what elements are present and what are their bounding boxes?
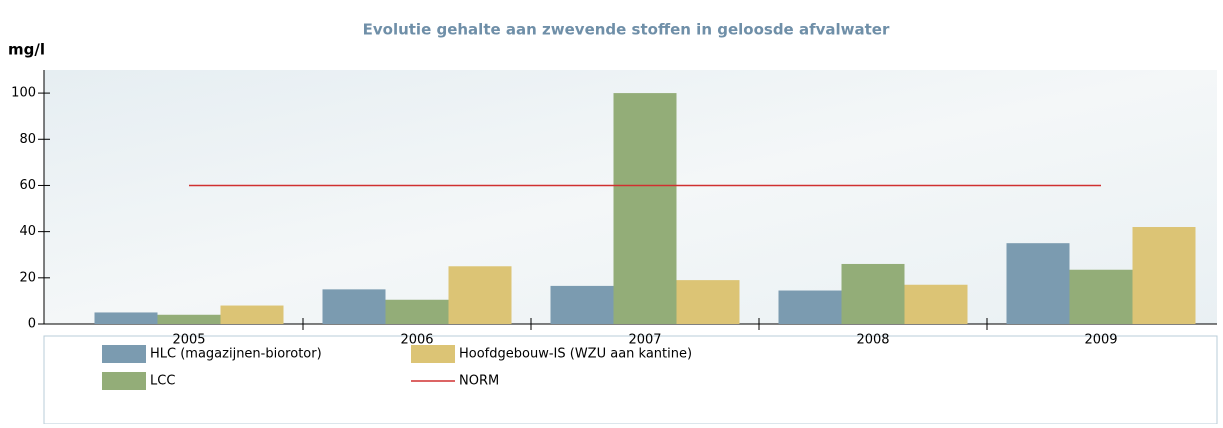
bar — [157, 314, 221, 324]
legend-label: HLC (magazijnen-biorotor) — [150, 347, 322, 362]
bar — [385, 299, 449, 324]
y-tick-label: 40 — [19, 224, 36, 239]
legend-label: NORM — [459, 374, 499, 389]
bar — [778, 290, 842, 324]
bar — [550, 285, 614, 324]
legend-swatch — [102, 372, 146, 390]
y-tick-label: 20 — [19, 270, 36, 285]
x-tick-label: 2005 — [172, 333, 205, 348]
bar — [1132, 227, 1196, 324]
bar — [1006, 243, 1070, 324]
y-tick-label: 60 — [19, 178, 36, 193]
x-tick-label: 2006 — [400, 333, 433, 348]
y-tick-label: 100 — [11, 86, 36, 101]
legend-swatch — [411, 345, 455, 363]
legend-label: Hoofdgebouw-IS (WZU aan kantine) — [459, 347, 692, 362]
legend-box — [43, 335, 1218, 425]
legend-label: LCC — [150, 374, 175, 389]
bar — [841, 263, 905, 324]
bar — [1069, 269, 1133, 324]
bar — [94, 312, 158, 324]
bar — [613, 93, 677, 324]
x-tick-label: 2007 — [628, 333, 661, 348]
x-tick-label: 2008 — [856, 333, 889, 348]
bar — [448, 266, 512, 324]
bar — [676, 280, 740, 324]
bar — [322, 289, 386, 324]
y-axis-title: mg/l — [8, 41, 45, 59]
bar — [904, 284, 968, 324]
y-tick-label: 80 — [19, 132, 36, 147]
legend-swatch — [102, 345, 146, 363]
x-tick-label: 2009 — [1084, 333, 1117, 348]
bar — [220, 305, 284, 324]
y-tick-label: 0 — [28, 317, 36, 332]
chart-title: Evolutie gehalte aan zwevende stoffen in… — [363, 21, 890, 39]
